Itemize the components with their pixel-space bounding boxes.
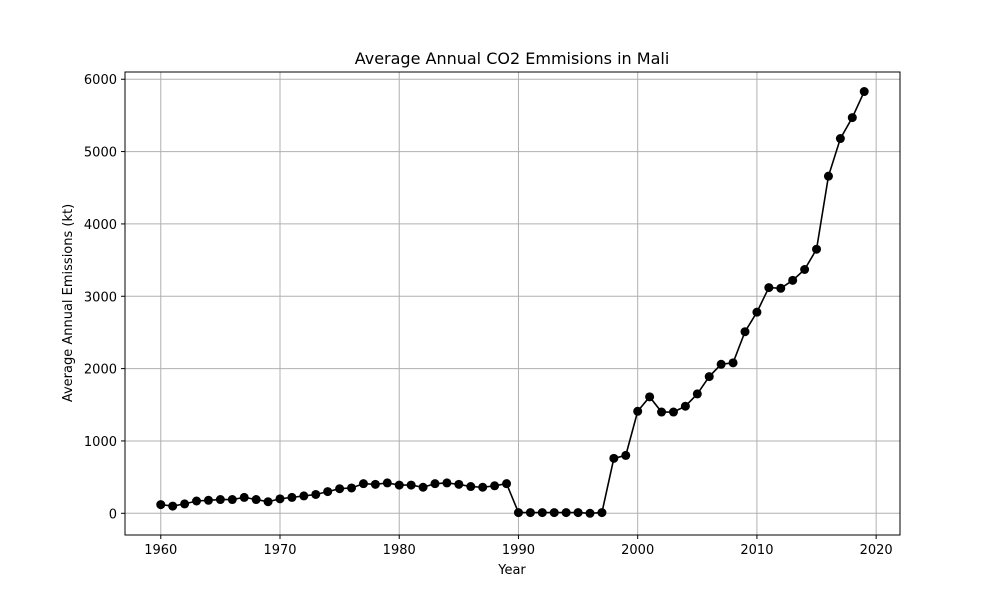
x-tick-label: 1990 [502,543,535,558]
data-point [812,244,822,254]
x-tick-label: 1970 [263,543,296,558]
data-point [156,500,166,510]
data-point [358,479,368,489]
data-point [347,483,357,493]
data-point [406,480,416,490]
data-point [370,479,380,489]
data-point [752,307,762,317]
data-point [585,508,595,518]
data-point [382,478,392,488]
data-line [160,91,865,515]
x-axis-ticks: 1960 1970 1980 1990 2000 2010 2020 [144,535,893,558]
data-point [215,495,225,505]
data-point [430,479,440,489]
data-point [525,508,535,518]
data-point [633,406,643,416]
y-axis-ticks: 0 1000 2000 3000 4000 5000 6000 [84,73,125,522]
data-point [203,495,213,505]
chart-title: Average Annual CO2 Emmisions in Mali [355,49,670,68]
data-point [573,508,583,518]
y-tick-label: 0 [109,507,117,522]
data-point [859,87,869,97]
data-point [442,478,452,488]
data-point [800,264,810,274]
x-tick-label: 2010 [740,543,773,558]
data-point [478,482,488,492]
data-point [645,392,655,402]
data-point [728,358,738,368]
y-tick-label: 6000 [84,73,117,88]
data-point [692,389,702,399]
y-tick-label: 4000 [84,218,117,233]
series-line [156,87,869,518]
data-point [847,113,857,123]
data-point [561,508,571,518]
data-point [537,508,547,518]
y-tick-label: 1000 [84,435,117,450]
data-point [227,495,237,505]
data-point [454,479,464,489]
data-point [490,481,500,491]
data-point [263,497,273,507]
y-tick-label: 5000 [84,146,117,161]
data-point [764,283,774,293]
data-point [335,484,345,494]
x-tick-label: 2020 [860,543,893,558]
data-point [513,508,523,518]
data-point [180,499,190,509]
data-point [704,372,714,382]
data-point [251,495,261,505]
data-point [275,494,285,504]
data-point [835,134,845,144]
data-point [740,327,750,337]
data-point [311,489,321,499]
data-point [621,450,631,460]
data-point [299,491,309,501]
data-point [609,453,619,463]
data-point [502,479,512,489]
data-point [597,508,607,518]
data-point [549,508,559,518]
x-tick-label: 1980 [383,543,416,558]
data-point [776,283,786,293]
data-point [668,407,678,417]
data-point [823,171,833,181]
data-point [716,359,726,369]
y-axis-label: Average Annual Emissions (kt) [61,204,76,402]
x-axis-label: Year [497,563,526,578]
data-point [418,482,428,492]
plot-frame [124,71,901,536]
data-point [239,492,249,502]
y-tick-label: 2000 [84,363,117,378]
x-tick-label: 2000 [621,543,654,558]
y-tick-label: 3000 [84,290,117,305]
grid [125,72,900,535]
data-point [323,487,333,497]
data-point [788,275,798,285]
data-point [287,492,297,502]
data-point [680,401,690,411]
data-point [657,407,667,417]
data-point [168,501,178,511]
data-point [192,496,202,506]
data-point [466,482,476,492]
x-tick-label: 1960 [144,543,177,558]
data-point [394,480,404,490]
